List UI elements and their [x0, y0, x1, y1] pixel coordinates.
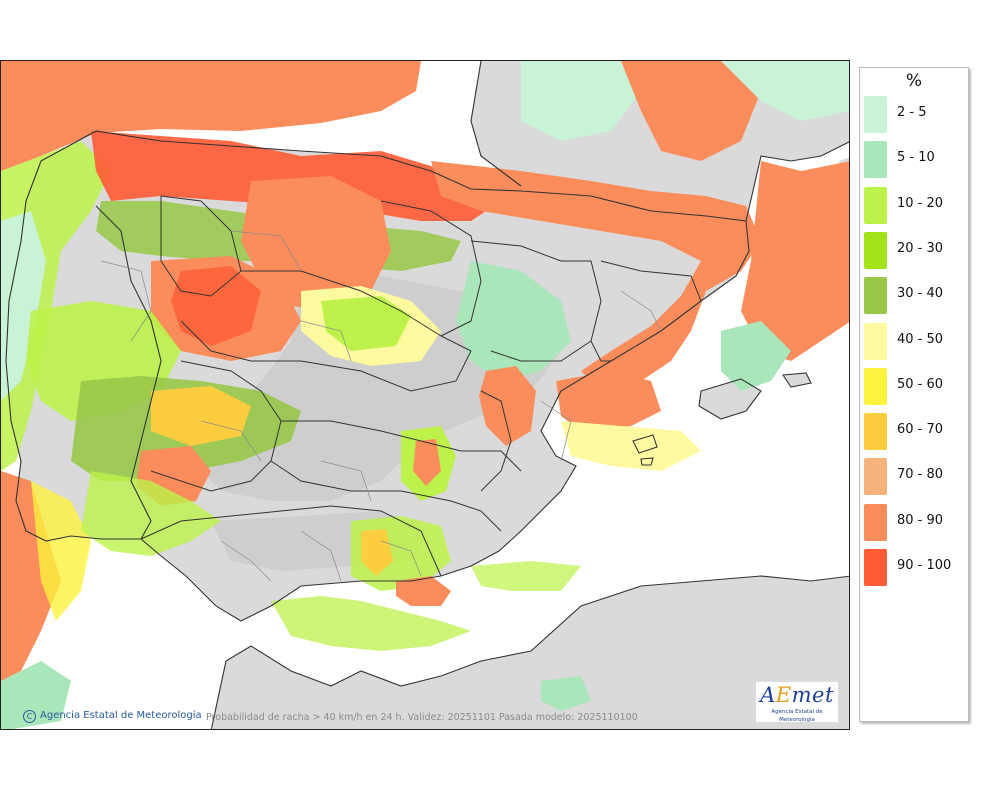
legend-item: 50 - 60	[864, 364, 968, 406]
legend-item: 10 - 20	[864, 183, 968, 225]
map-caption: Probabilidad de racha > 40 km/h en 24 h.…	[206, 712, 638, 723]
legend-label: 30 - 40	[897, 286, 944, 302]
legend: % 2 - 5 5 - 10 10 - 20 20 - 30 30 - 40 40 - 5…	[859, 67, 969, 722]
legend-swatch	[864, 458, 887, 496]
region-borders	[140, 195, 702, 577]
probability-shading	[1, 61, 849, 729]
legend-swatch	[864, 322, 887, 360]
agency-credit: C Agencia Estatal de Meteorología	[23, 710, 202, 723]
legend-label: 50 - 60	[897, 376, 944, 392]
legend-label: 40 - 50	[897, 331, 944, 347]
legend-item: 60 - 70	[864, 409, 968, 451]
legend-label: 90 - 100	[897, 558, 952, 573]
legend-label: 80 - 90	[897, 512, 944, 528]
legend-swatch	[864, 141, 887, 179]
legend-item: 40 - 50	[864, 319, 968, 361]
aemet-logo-mark: AEmet	[760, 683, 834, 707]
legend-swatch	[864, 549, 887, 586]
legend-item: 2 - 5	[864, 92, 968, 134]
legend-swatch	[864, 231, 887, 269]
legend-label: 2 - 5	[897, 105, 927, 120]
legend-label: 20 - 30	[897, 240, 944, 256]
legend-unit: %	[905, 71, 923, 91]
coastline	[5, 61, 849, 729]
legend-item: 90 - 100	[864, 545, 968, 587]
legend-label: 60 - 70	[897, 422, 944, 438]
legend-swatch	[864, 413, 887, 451]
legend-swatch	[864, 503, 887, 541]
agency-credit-text: Agencia Estatal de Meteorología	[40, 710, 202, 721]
legend-item: 80 - 90	[864, 500, 968, 542]
legend-swatch	[864, 96, 887, 133]
legend-label: 10 - 20	[897, 195, 944, 211]
map-frame: C Agencia Estatal de Meteorología Probabi…	[0, 60, 850, 730]
legend-item: 5 - 10	[864, 137, 968, 179]
legend-item: 70 - 80	[864, 454, 968, 496]
legend-label: 70 - 80	[897, 467, 944, 483]
copyright-icon: C	[23, 710, 36, 723]
legend-label: 5 - 10	[897, 150, 935, 166]
aemet-logo: AEmet Agencia Estatal de Meteorología	[755, 681, 839, 723]
legend-swatch	[864, 277, 887, 315]
legend-swatch	[864, 367, 887, 405]
probability-map	[1, 61, 849, 729]
aemet-logo-subtitle: Agencia Estatal de Meteorología	[771, 709, 823, 723]
legend-item: 20 - 30	[864, 228, 968, 270]
legend-swatch	[864, 186, 887, 224]
legend-item: 30 - 40	[864, 273, 968, 315]
province-borders	[100, 230, 662, 582]
